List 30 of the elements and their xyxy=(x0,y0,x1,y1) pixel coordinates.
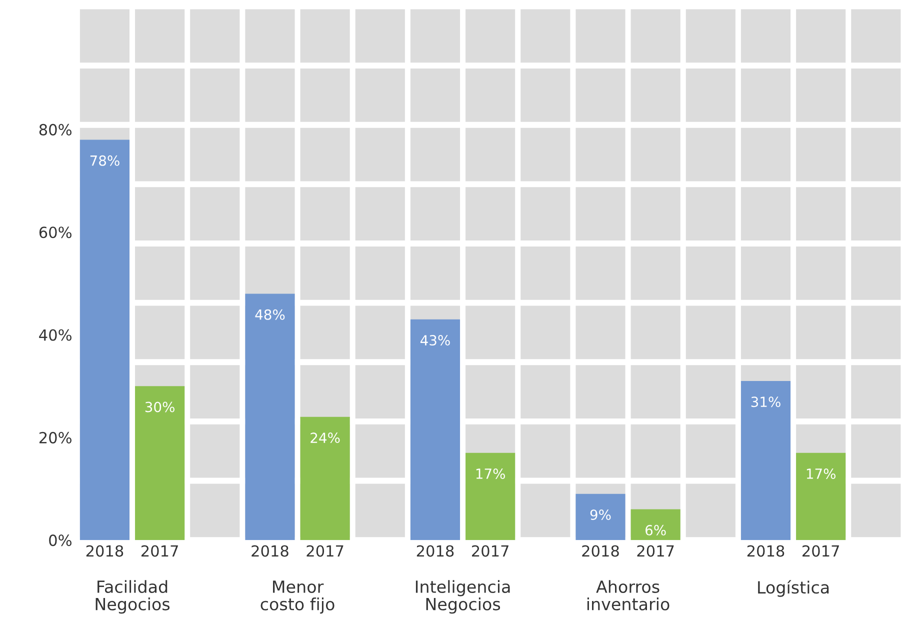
text: 2017 xyxy=(802,545,839,557)
y-tick-label: 80% xyxy=(39,124,72,136)
y-tick-label: 60% xyxy=(39,226,72,238)
data-label: 43% xyxy=(420,335,450,346)
x-tick-label: Logística xyxy=(758,580,829,597)
data-label: 24% xyxy=(310,432,340,444)
data-label: 30% xyxy=(145,402,174,412)
y-tick-label: 20% xyxy=(39,432,72,444)
text: 2018 xyxy=(582,545,619,557)
text: 2018 xyxy=(416,545,454,557)
data-label: 9% xyxy=(590,510,611,520)
data-label: 6% xyxy=(646,524,666,536)
data-label: 17% xyxy=(476,468,505,479)
text: 2017 xyxy=(306,545,344,557)
y-tick-label: 0% xyxy=(49,534,72,546)
x-tick-label: Inteligencia Negocios xyxy=(416,580,510,614)
series-label: 2017 xyxy=(141,545,178,557)
data-label: 17% xyxy=(806,468,836,479)
text: 2017 xyxy=(472,545,508,557)
series-label: 2018 xyxy=(86,545,124,557)
data-label: 48% xyxy=(255,309,285,320)
data-label: 78% xyxy=(90,155,120,166)
x-tick-label: Ahorros inventario xyxy=(587,580,670,610)
y-tick-label: 40% xyxy=(39,329,72,341)
text: 2018 xyxy=(252,545,288,557)
x-tick-label: Menor costo fijo xyxy=(260,580,334,614)
x-tick-label: Facilidad Negocios xyxy=(96,580,170,614)
text: 2017 xyxy=(637,545,674,557)
data-label: 31% xyxy=(751,396,780,408)
text: 2018 xyxy=(747,545,784,557)
